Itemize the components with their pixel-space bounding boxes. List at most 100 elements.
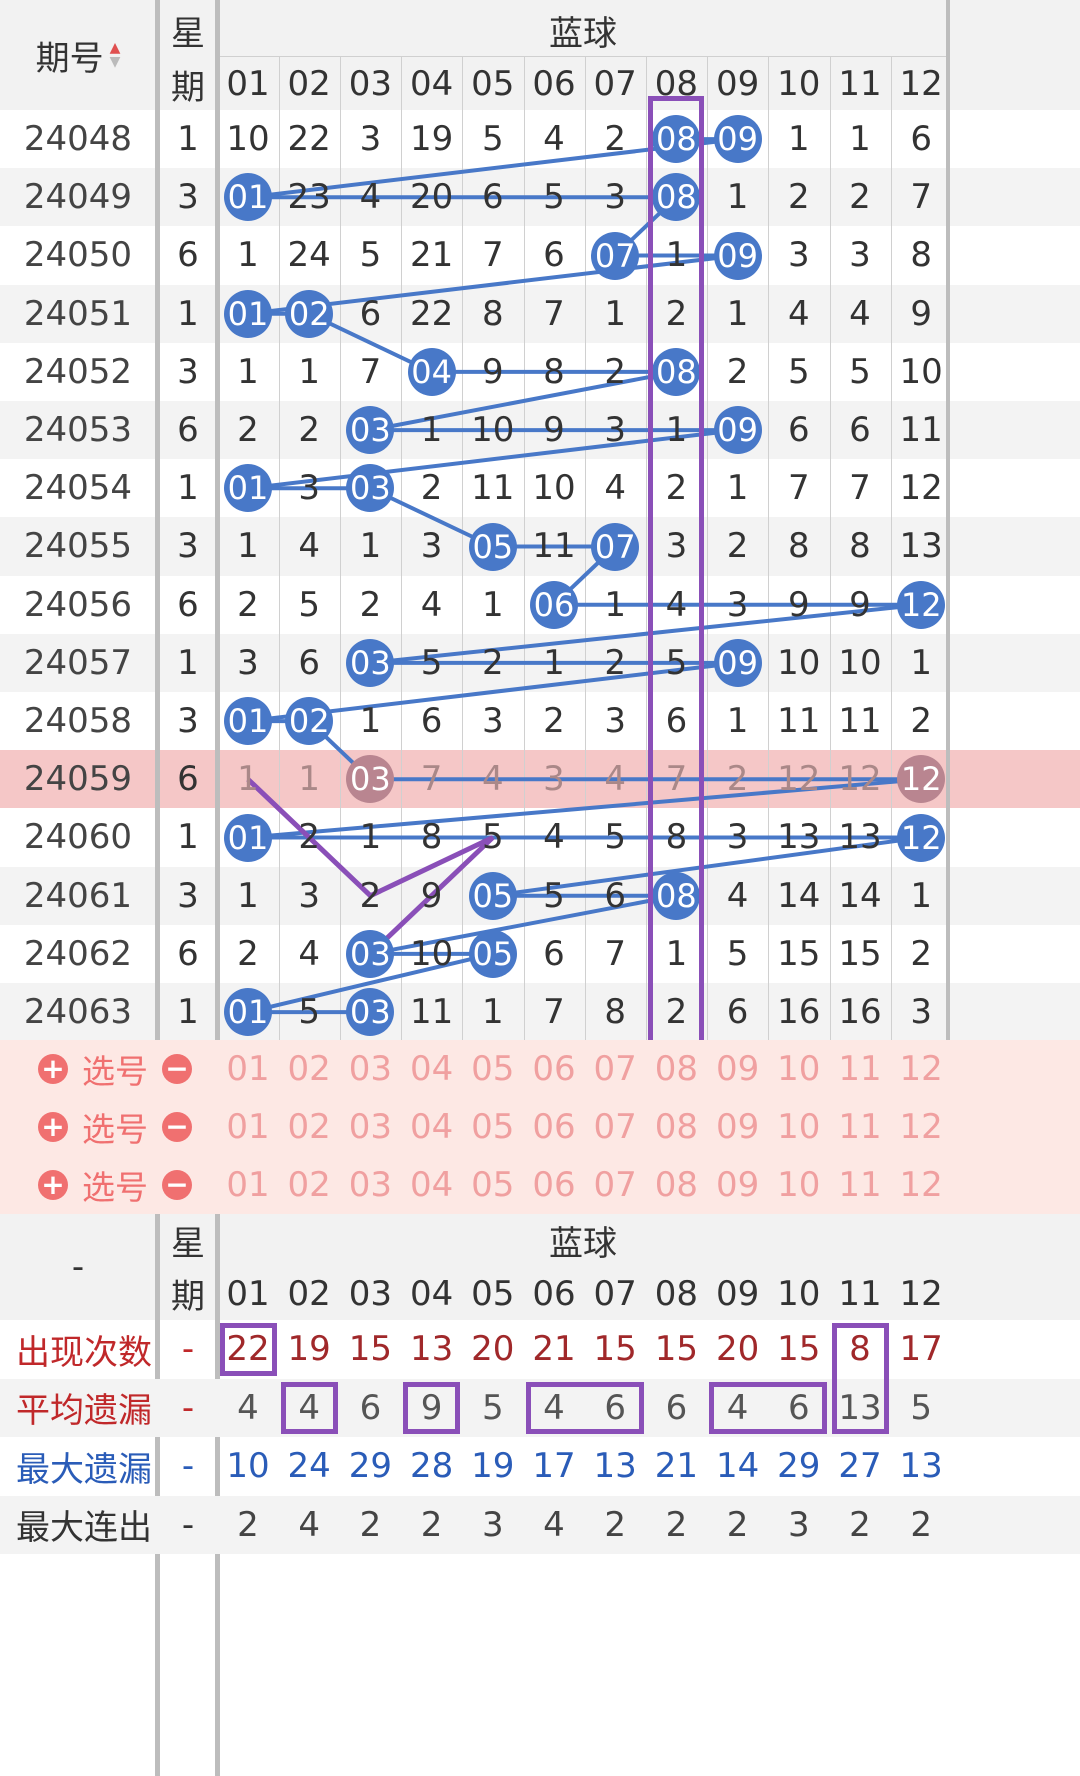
select-number-11[interactable]: 11 [838, 1165, 882, 1205]
period-cell[interactable]: 24052 [23, 351, 133, 392]
period-cell[interactable]: 24051 [23, 293, 133, 334]
period-cell[interactable]: 24058 [23, 701, 133, 742]
select-number-03[interactable]: 03 [348, 1107, 393, 1147]
ball-03[interactable]: 03 [346, 929, 395, 978]
ball-05[interactable]: 05 [468, 522, 517, 571]
select-number-05[interactable]: 05 [471, 1165, 515, 1205]
ball-12[interactable]: 12 [897, 813, 946, 862]
ball-05[interactable]: 05 [468, 871, 517, 920]
ball-08[interactable]: 08 [652, 115, 701, 164]
minus-circle-icon[interactable]: − [162, 1054, 192, 1084]
select-number-07[interactable]: 07 [593, 1049, 637, 1089]
select-number-06[interactable]: 06 [532, 1165, 576, 1205]
select-number-07[interactable]: 07 [593, 1107, 637, 1147]
plus-circle-icon[interactable]: + [38, 1170, 68, 1200]
select-number-11[interactable]: 11 [838, 1049, 882, 1089]
select-number-11[interactable]: 11 [838, 1107, 882, 1147]
period-cell[interactable]: 24049 [23, 177, 133, 218]
period-cell[interactable]: 24062 [23, 933, 133, 974]
ball-09[interactable]: 09 [713, 115, 762, 164]
trend-line-link [370, 602, 922, 665]
sort-arrows-icon[interactable]: ▲ ▼ [109, 40, 121, 70]
plus-circle-icon[interactable]: + [38, 1112, 68, 1142]
ball-02[interactable]: 02 [285, 289, 334, 338]
select-number-10[interactable]: 10 [777, 1165, 821, 1205]
ball-01[interactable]: 01 [224, 289, 272, 338]
period-cell[interactable]: 24061 [23, 875, 133, 916]
cell-value: 2 [849, 177, 871, 218]
cell-value: 16 [777, 992, 821, 1033]
period-cell[interactable]: 24059 [23, 759, 133, 800]
cell-value: 2 [787, 177, 810, 218]
ball-01[interactable]: 01 [224, 464, 272, 513]
select-number-08[interactable]: 08 [654, 1107, 699, 1147]
ball-03[interactable]: 03 [346, 406, 395, 455]
period-cell[interactable]: 24057 [23, 642, 133, 683]
period-cell[interactable]: 24063 [23, 992, 133, 1033]
ball-12[interactable]: 12 [897, 755, 946, 804]
select-number-06[interactable]: 06 [532, 1107, 576, 1147]
ball-01[interactable]: 01 [224, 173, 272, 222]
ball-09[interactable]: 09 [713, 638, 762, 687]
ball-01[interactable]: 01 [224, 697, 272, 746]
select-number-02[interactable]: 02 [287, 1049, 331, 1089]
select-number-03[interactable]: 03 [348, 1165, 393, 1205]
select-number-04[interactable]: 04 [409, 1107, 454, 1147]
select-number-07[interactable]: 07 [593, 1165, 637, 1205]
select-number-08[interactable]: 08 [654, 1165, 699, 1205]
ball-03[interactable]: 03 [346, 638, 395, 687]
stats-dash: - [71, 1247, 85, 1287]
select-number-01[interactable]: 01 [226, 1107, 270, 1147]
ball-03[interactable]: 03 [346, 755, 395, 804]
select-number-02[interactable]: 02 [287, 1165, 331, 1205]
select-number-10[interactable]: 10 [777, 1049, 821, 1089]
ball-03[interactable]: 03 [346, 464, 395, 513]
select-number-09[interactable]: 09 [715, 1107, 760, 1147]
ball-06[interactable]: 06 [530, 580, 578, 629]
ball-04[interactable]: 04 [407, 347, 456, 396]
ball-08[interactable]: 08 [652, 871, 701, 920]
select-number-09[interactable]: 09 [715, 1165, 760, 1205]
select-number-10[interactable]: 10 [777, 1107, 821, 1147]
ball-05[interactable]: 05 [468, 929, 517, 978]
ball-07[interactable]: 07 [591, 231, 640, 280]
ball-08[interactable]: 08 [652, 173, 701, 222]
plus-circle-icon[interactable]: + [38, 1054, 68, 1084]
select-number-12[interactable]: 12 [899, 1049, 943, 1089]
period-header[interactable]: 期号 ▲ ▼ [0, 0, 156, 110]
ball-12[interactable]: 12 [897, 580, 946, 629]
select-number-06[interactable]: 06 [532, 1049, 576, 1089]
ball-07[interactable]: 07 [591, 522, 640, 571]
period-cell[interactable]: 24060 [23, 817, 133, 858]
select-number-09[interactable]: 09 [715, 1049, 760, 1089]
period-cell[interactable]: 24056 [23, 584, 133, 625]
select-number-01[interactable]: 01 [226, 1165, 270, 1205]
ball-01[interactable]: 01 [224, 988, 272, 1037]
ball-09[interactable]: 09 [713, 406, 762, 455]
period-cell[interactable]: 24054 [23, 468, 133, 509]
select-number-08[interactable]: 08 [654, 1049, 699, 1089]
ball-03[interactable]: 03 [346, 988, 395, 1037]
period-cell[interactable]: 24048 [23, 119, 133, 160]
ball-02[interactable]: 02 [285, 697, 334, 746]
select-number-02[interactable]: 02 [287, 1107, 331, 1147]
select-number-01[interactable]: 01 [226, 1049, 270, 1089]
select-number-12[interactable]: 12 [899, 1107, 943, 1147]
select-number-03[interactable]: 03 [348, 1049, 393, 1089]
select-number-04[interactable]: 04 [409, 1049, 454, 1089]
select-number-05[interactable]: 05 [471, 1049, 515, 1089]
stats-value: 15 [654, 1329, 699, 1370]
stats-dash-cell: - [181, 1329, 195, 1370]
period-cell[interactable]: 24055 [23, 526, 133, 567]
ball-09[interactable]: 09 [713, 231, 762, 280]
minus-circle-icon[interactable]: − [162, 1112, 192, 1142]
select-number-04[interactable]: 04 [409, 1165, 454, 1205]
select-number-12[interactable]: 12 [899, 1165, 943, 1205]
cell-value: 3 [604, 701, 626, 742]
select-number-05[interactable]: 05 [471, 1107, 515, 1147]
period-cell[interactable]: 24053 [23, 410, 133, 451]
minus-circle-icon[interactable]: − [162, 1170, 192, 1200]
ball-01[interactable]: 01 [224, 813, 272, 862]
period-cell[interactable]: 24050 [23, 235, 133, 276]
ball-08[interactable]: 08 [652, 347, 701, 396]
